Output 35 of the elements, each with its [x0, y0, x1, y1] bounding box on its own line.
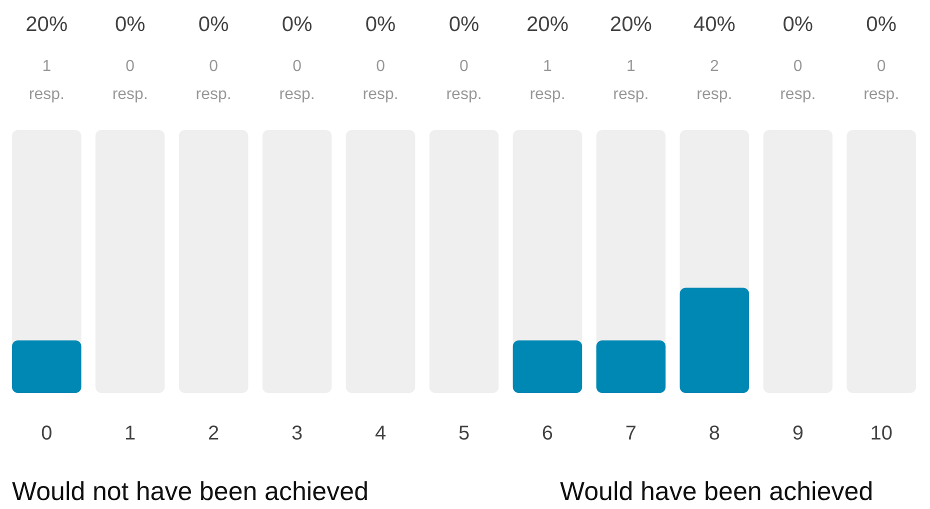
data-label: 20% — [526, 13, 568, 36]
data-label: 0% — [365, 13, 396, 36]
data-label: 20% — [610, 13, 652, 36]
text: 1 resp. — [613, 58, 649, 103]
text: 0 resp. — [112, 58, 148, 103]
x-tick-label: 6 — [542, 422, 554, 444]
data-label: 0% — [448, 13, 480, 36]
text: Would not have been achieved — [12, 476, 369, 506]
data-label: 0% — [198, 13, 229, 36]
text: 0 resp. — [279, 58, 315, 103]
x-tick-label: 0 — [41, 422, 52, 444]
data-label: 40% — [693, 13, 736, 36]
text: 0 resp. — [864, 58, 900, 103]
text: 0 resp. — [780, 58, 816, 103]
x-tick-label: 2 — [208, 422, 220, 444]
data-label: 20% — [26, 13, 68, 36]
text: 2 resp. — [696, 58, 732, 103]
x-tick-label: 9 — [792, 422, 804, 444]
data-label: 0% — [282, 13, 312, 36]
x-tick-label: 8 — [708, 422, 720, 444]
x-tick-label: 10 — [870, 422, 892, 444]
x-tick-label: 5 — [458, 422, 470, 444]
text: Would have been achieved — [560, 476, 874, 506]
x-tick-label: 3 — [291, 422, 303, 444]
text: 1 resp. — [530, 58, 566, 103]
data-label: 0% — [114, 13, 146, 36]
text: 0 resp. — [196, 58, 232, 103]
data-label: 0% — [866, 13, 897, 36]
text: 0 resp. — [362, 58, 398, 103]
x-tick-label: 7 — [625, 422, 637, 444]
text: 1 resp. — [28, 58, 64, 103]
x-tick-label: 1 — [124, 422, 136, 444]
text: 0 resp. — [446, 58, 482, 103]
x-tick-label: 4 — [374, 422, 386, 444]
data-label: 0% — [782, 13, 814, 36]
